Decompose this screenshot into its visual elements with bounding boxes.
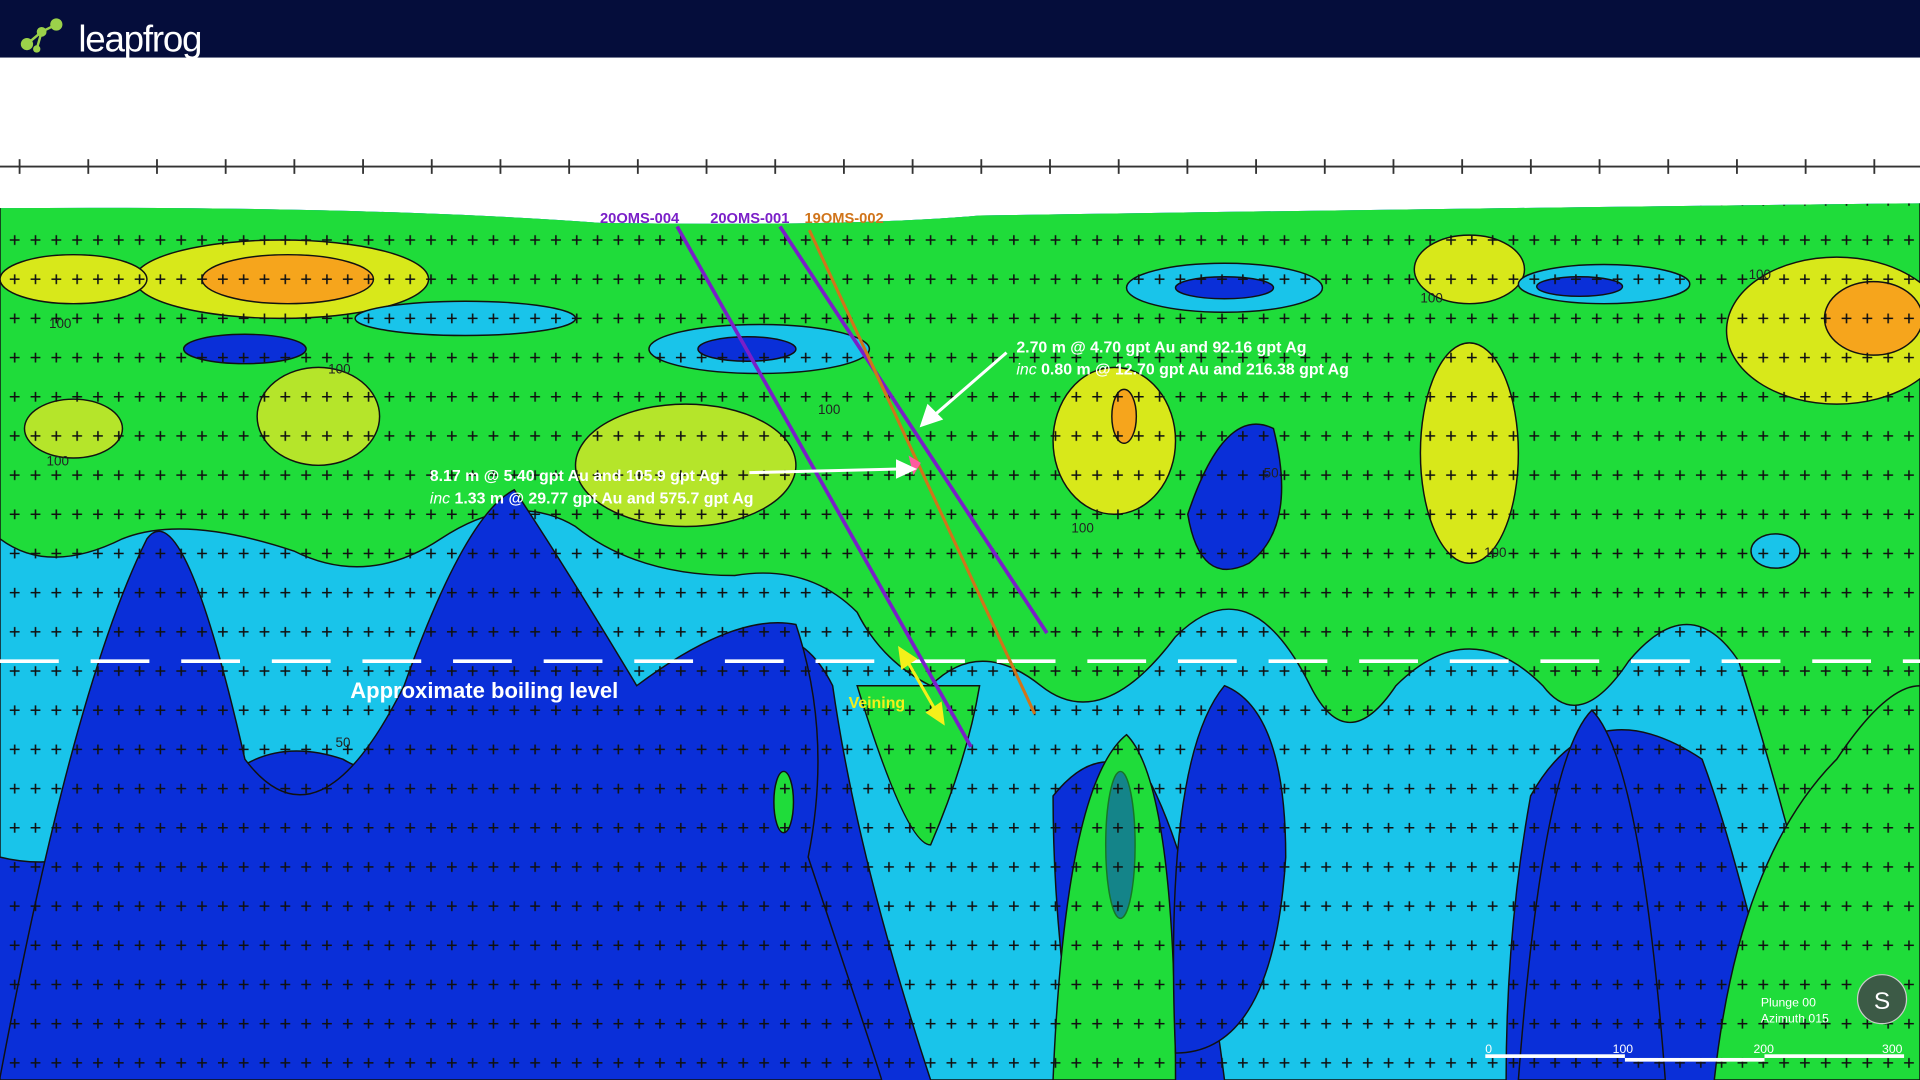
veining-label: Veining (849, 695, 906, 712)
scale-label: 100 (1613, 1042, 1634, 1056)
drillhole-trace (778, 225, 1049, 635)
annotation-prefix: inc (430, 490, 450, 507)
compass[interactable] (1856, 974, 1908, 1025)
annotation-text: 2.70 m @ 4.70 gpt Au and 92.16 gpt Ag (1016, 340, 1306, 357)
ruler-ticks (18, 159, 1876, 174)
contour-label: 50 (1264, 466, 1279, 481)
boiling-level-label: Approximate boiling level (350, 678, 618, 703)
scale-label: 200 (1753, 1042, 1774, 1056)
plunge-label: Plunge 00 (1761, 996, 1816, 1010)
annotation-detail: 1.33 m @ 29.77 gpt Au and 575.7 gpt Ag (455, 490, 754, 507)
contour-label: 100 (1071, 521, 1093, 536)
veining-arrow (898, 645, 945, 726)
logo-icon (20, 18, 63, 53)
drillhole-label: 20OMS-001 (710, 211, 789, 227)
annotation-prefix: inc (1016, 362, 1036, 379)
intercept-marker (908, 455, 921, 476)
header-bar (0, 0, 1920, 58)
scale-bar (1485, 1054, 1905, 1062)
annotation-detail: 0.80 m @ 12.70 gpt Au and 216.38 gpt Ag (1041, 362, 1349, 379)
annotation-text: inc 0.80 m @ 12.70 gpt Au and 216.38 gpt… (1016, 362, 1349, 379)
scale-label: 300 (1882, 1042, 1903, 1056)
contour-label: 100 (1420, 290, 1442, 305)
scale-labels: 0 100 200 300 (1485, 1042, 1902, 1056)
contour-label: 100 (818, 402, 840, 417)
drillhole-trace (808, 229, 1037, 715)
drillhole-label: 19OMS-002 (804, 211, 883, 227)
contour-label: 100 (1484, 545, 1506, 560)
drillhole-trace (675, 225, 973, 748)
contour-plot: 100 100 100 100 100 100 100 100 50 50 (0, 203, 1920, 1080)
contour-label: 100 (47, 453, 69, 468)
annotation-text: inc 1.33 m @ 29.77 gpt Au and 575.7 gpt … (430, 490, 754, 507)
contour-label: 100 (1749, 267, 1771, 282)
azimuth-label: Azimuth 015 (1761, 1011, 1829, 1025)
compass-label: S (1874, 988, 1890, 1015)
logo-text: leapfrog (78, 18, 201, 59)
drillhole-label: 20OMS-004 (600, 211, 680, 227)
annotation-text: 8.17 m @ 5.40 gpt Au and 105.9 gpt Ag (430, 468, 720, 485)
contour-label: 50 (336, 735, 351, 750)
scale-label: 0 (1485, 1042, 1492, 1056)
contour-label: 100 (328, 361, 350, 376)
annotation-arrows (749, 351, 1008, 479)
contour-label: 100 (49, 316, 71, 331)
contour-labels: 100 100 100 100 100 100 100 100 50 50 (47, 267, 1771, 750)
